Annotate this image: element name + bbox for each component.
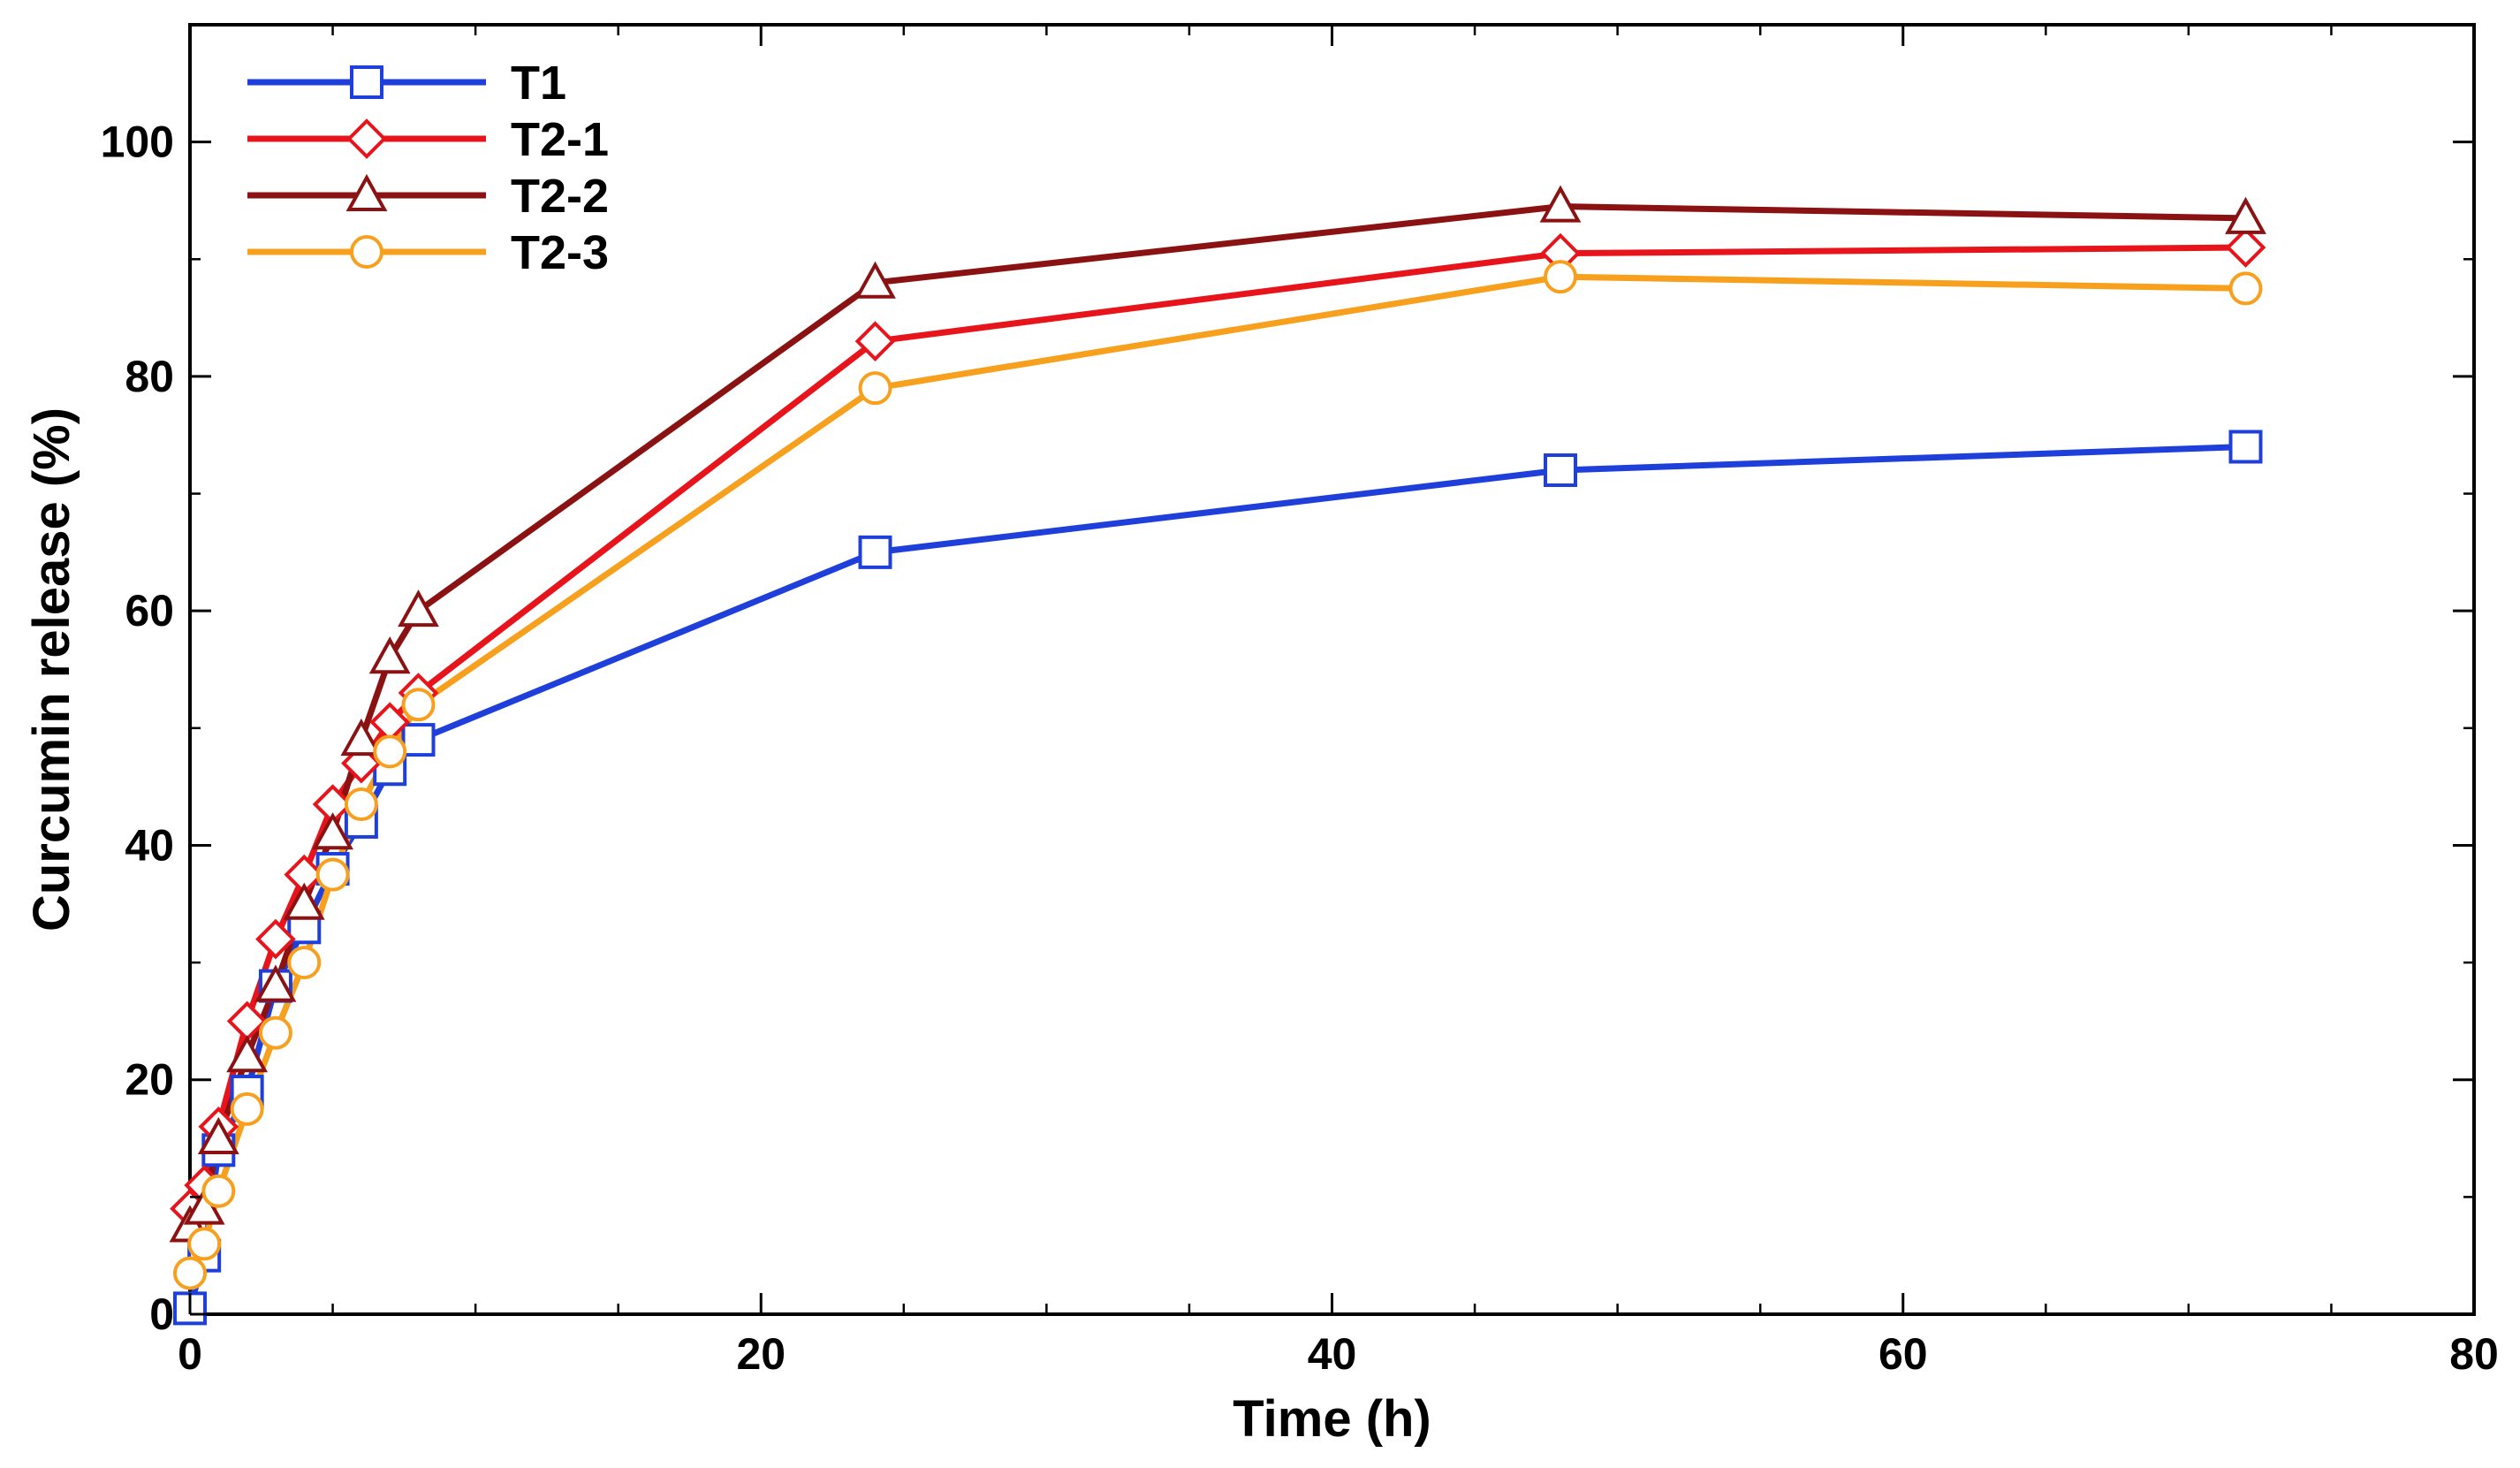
series-line-t2-3 [186, 273, 2246, 1275]
data-point-t2-2 [312, 812, 353, 850]
y-tick-label: 40 [125, 820, 174, 870]
x-tick-label: 40 [1308, 1329, 1357, 1379]
y-tick-label: 100 [101, 118, 174, 167]
data-point-t2-3 [173, 1256, 207, 1290]
data-point-t2-3 [287, 946, 322, 980]
data-point-t2-2 [283, 882, 325, 920]
data-point-t2-2 [254, 964, 297, 1002]
data-point-t1 [401, 723, 436, 757]
legend-marker-t1 [350, 65, 383, 99]
data-point-t2-3 [1544, 260, 1577, 294]
legend-label-t1: T1 [511, 57, 566, 110]
data-point-t1 [2228, 430, 2263, 464]
x-tick-label: 20 [736, 1329, 786, 1379]
data-point-t2-3 [258, 1015, 292, 1050]
legend-marker-t2-3 [350, 235, 383, 269]
data-point-t2-2 [1539, 185, 1582, 223]
data-point-t2-1 [854, 321, 896, 361]
legend-label-t2-3: T2-3 [511, 226, 609, 279]
legend-marker-t2-2 [345, 173, 388, 211]
series-line-t2-1 [187, 244, 2246, 1211]
y-tick-label: 60 [125, 586, 174, 635]
data-point-t2-2 [398, 589, 439, 628]
y-axis-label: Curcumin release (%) [23, 407, 80, 932]
series-layer [169, 185, 2266, 1326]
data-point-t2-2 [226, 1035, 269, 1073]
y-tick-label: 20 [125, 1055, 174, 1105]
data-point-t2-2 [2225, 196, 2266, 234]
data-point-t2-3 [858, 371, 892, 406]
data-point-t2-3 [201, 1174, 236, 1208]
x-tick-label: 80 [2449, 1329, 2499, 1379]
data-point-t2-2 [368, 636, 411, 674]
data-point-t2-3 [230, 1091, 264, 1126]
data-point-t2-3 [401, 688, 436, 722]
data-point-t2-1 [255, 918, 296, 960]
legend-marker-t2-1 [346, 118, 387, 159]
data-point-t2-3 [373, 734, 407, 769]
x-axis-label: Time (h) [1233, 1390, 1431, 1448]
y-tick-label: 80 [125, 352, 174, 401]
data-point-t2-3 [187, 1227, 222, 1261]
axes-layer: 0 20 40 60 80 0 20 40 60 80 100 Time (h) Curcumin re… [23, 25, 2499, 1448]
data-point-t2-3 [315, 857, 350, 892]
legend-label-t2-1: T2-1 [511, 113, 609, 166]
data-point-t2-2 [340, 718, 383, 757]
data-point-t2-2 [197, 1116, 239, 1155]
data-point-t2-1 [2225, 227, 2266, 268]
series-line-t1 [186, 443, 2246, 1310]
y-tick-label: 0 [149, 1289, 174, 1339]
legend-label-t2-2: T2-2 [511, 170, 609, 223]
data-point-t2-3 [2228, 271, 2263, 306]
data-point-t2-2 [854, 261, 896, 299]
x-tick-label: 0 [178, 1329, 202, 1379]
series-line-t2-2 [187, 203, 2246, 1228]
data-point-t1 [858, 535, 892, 569]
data-point-t1 [1544, 453, 1577, 488]
data-point-t2-3 [344, 787, 378, 822]
x-tick-label: 60 [1879, 1329, 1928, 1379]
